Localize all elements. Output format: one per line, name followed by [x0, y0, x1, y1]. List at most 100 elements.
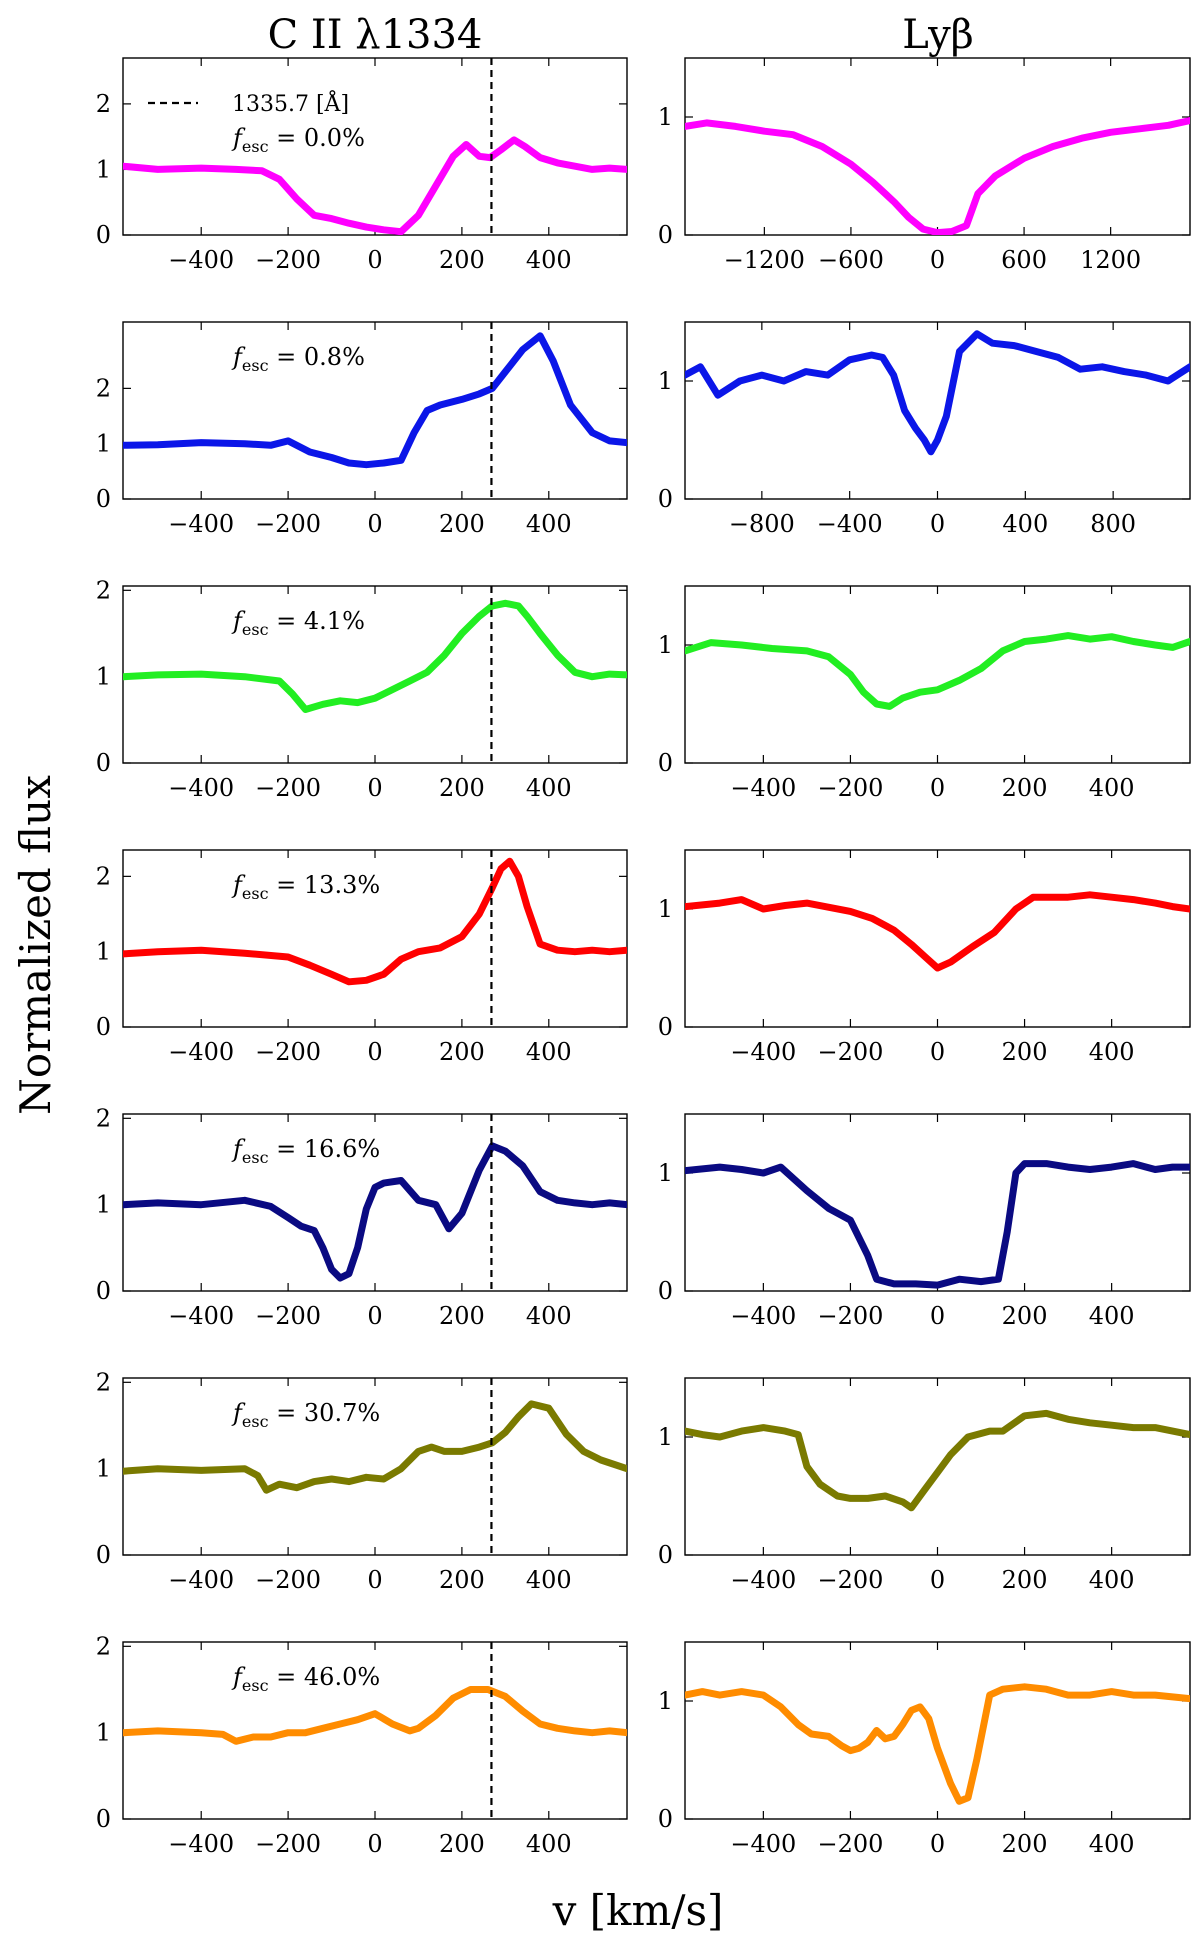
right-column-title: Lyβ: [902, 12, 974, 58]
spectrum-line-fesc-0.8: [685, 330, 1190, 456]
fesc-label: fesc = 16.6%: [231, 1135, 380, 1167]
spectrum-line-fesc-13.3: [123, 857, 627, 986]
axis-frame: [684, 57, 1191, 236]
panel-cii-row-7: −400 −200 0 200 400 0 1 2 fesc = 46.0%: [96, 1632, 628, 1858]
spectrum-line-fesc-30.7: [685, 1409, 1190, 1512]
y-tick-label: 2: [96, 374, 111, 402]
axis-frame: [684, 321, 1191, 500]
x-tick-label: −400: [168, 1038, 234, 1066]
panel-lyb-row-7: −400 −200 0 200 400 0 1: [658, 1641, 1191, 1858]
x-tick-label: −200: [817, 1830, 883, 1858]
x-tick-label: 0: [367, 1830, 382, 1858]
y-tick-label: 1: [658, 1687, 673, 1715]
x-tick-label: 0: [930, 1038, 945, 1066]
axis-frame: [122, 57, 628, 236]
x-tick-label: −400: [730, 1566, 796, 1594]
y-tick-label: 1: [96, 938, 111, 966]
axis-frame: [684, 1641, 1191, 1820]
x-tick-label: −400: [730, 1302, 796, 1330]
x-tick-label: −400: [730, 774, 796, 802]
spectrum-line-fesc-0.0: [685, 117, 1190, 235]
panel-cii-row-4: −400 −200 0 200 400 0 1 2 fesc = 13.3%: [96, 849, 628, 1066]
x-tick-label: 0: [930, 1302, 945, 1330]
x-tick-label: 400: [526, 1830, 572, 1858]
x-tick-label: −400: [730, 1038, 796, 1066]
x-tick-label: −200: [255, 1038, 321, 1066]
x-tick-label: −600: [818, 246, 884, 274]
y-tick-label: 1: [658, 895, 673, 923]
x-tick-label: −400: [168, 510, 234, 538]
x-tick-label: 800: [1090, 510, 1136, 538]
x-tick-label: 0: [930, 1830, 945, 1858]
y-tick-label: 0: [96, 221, 111, 249]
panel-cii-row-2: −400 −200 0 200 400 0 1 2 fesc = 0.8%: [96, 321, 628, 538]
x-tick-label: −200: [255, 1302, 321, 1330]
y-tick-label: 0: [658, 1013, 673, 1041]
spectrum-line-fesc-4.1: [123, 599, 627, 713]
x-tick-label: 200: [1002, 1038, 1048, 1066]
panel-lyb-row-6: −400 −200 0 200 400 0 1: [658, 1377, 1191, 1594]
y-tick-label: 0: [96, 485, 111, 513]
y-tick-label: 0: [658, 1541, 673, 1569]
x-tick-label: 0: [367, 774, 382, 802]
spectrum-line-fesc-0.8: [123, 332, 627, 469]
x-tick-label: −200: [255, 246, 321, 274]
y-tick-label: 0: [658, 749, 673, 777]
y-tick-label: 2: [96, 90, 111, 118]
y-tick-label: 1: [96, 155, 111, 183]
x-tick-label: −200: [817, 1038, 883, 1066]
x-tick-label: −200: [817, 1302, 883, 1330]
y-tick-label: 1: [658, 103, 673, 131]
panel-lyb-row-3: −400 −200 0 200 400 0 1: [658, 585, 1191, 802]
x-tick-label: −400: [168, 246, 234, 274]
axis-frame: [684, 1113, 1191, 1292]
fesc-label: fesc = 4.1%: [231, 607, 365, 639]
y-tick-label: 2: [96, 1368, 111, 1396]
x-tick-label: −200: [817, 774, 883, 802]
x-tick-label: 400: [526, 1566, 572, 1594]
x-tick-label: 200: [439, 1566, 485, 1594]
spectrum-line-fesc-16.6: [123, 1142, 627, 1282]
fesc-label: fesc = 13.3%: [231, 871, 380, 903]
y-tick-label: 0: [658, 221, 673, 249]
y-tick-label: 0: [658, 1805, 673, 1833]
x-tick-label: 200: [439, 1038, 485, 1066]
spectrum-line-fesc-30.7: [123, 1400, 627, 1494]
x-tick-label: 200: [1002, 1566, 1048, 1594]
spectrum-line-fesc-16.6: [685, 1160, 1190, 1289]
x-tick-label: 400: [1089, 1566, 1135, 1594]
y-tick-label: 2: [96, 862, 111, 890]
panel-cii-row-1: −400 −200 0 200 400 0 1 2 fesc = 0.0% 1335.7 [Å]: [96, 57, 628, 274]
y-tick-label: 1: [658, 1159, 673, 1187]
x-tick-label: 0: [930, 246, 945, 274]
y-tick-label: 2: [96, 1632, 111, 1660]
y-tick-label: 0: [96, 749, 111, 777]
x-tick-label: −800: [729, 510, 795, 538]
x-tick-label: −200: [817, 1566, 883, 1594]
x-tick-label: 400: [1089, 1830, 1135, 1858]
y-tick-label: 1: [96, 663, 111, 691]
x-tick-label: 400: [526, 246, 572, 274]
axis-frame: [684, 1377, 1191, 1556]
x-tick-label: 200: [439, 774, 485, 802]
x-tick-label: −200: [255, 774, 321, 802]
x-tick-label: 200: [1002, 1830, 1048, 1858]
x-tick-label: 400: [526, 1038, 572, 1066]
x-tick-label: −400: [168, 1830, 234, 1858]
x-tick-label: 400: [1089, 774, 1135, 802]
x-tick-label: 200: [439, 246, 485, 274]
y-tick-label: 0: [658, 485, 673, 513]
panel-lyb-row-4: −400 −200 0 200 400 0 1: [658, 849, 1191, 1066]
spectrum-line-fesc-0.0: [123, 136, 627, 235]
left-column-title: C II λ1334: [268, 12, 483, 58]
x-axis-label: v [km/s]: [552, 1886, 724, 1935]
y-tick-label: 1: [658, 1423, 673, 1451]
x-tick-label: 200: [439, 1302, 485, 1330]
fesc-label: fesc = 0.8%: [231, 343, 365, 375]
panel-lyb-row-5: −400 −200 0 200 400 0 1: [658, 1113, 1191, 1330]
y-tick-label: 1: [96, 1455, 111, 1483]
x-tick-label: 400: [526, 510, 572, 538]
x-tick-label: 400: [526, 1302, 572, 1330]
